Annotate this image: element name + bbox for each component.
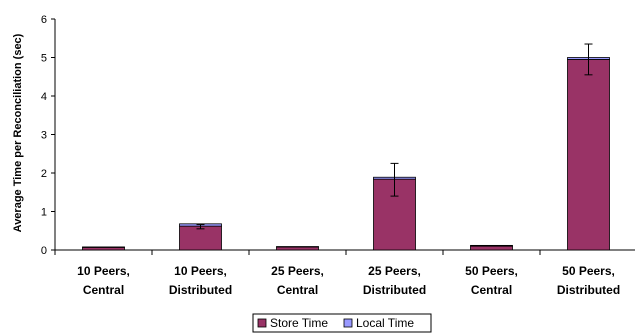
plot-area: 0 1 2 3 4 5 6 10 Peers, Central 10 Peers, Distribu… [41, 14, 635, 297]
x-category-label-line2: Distributed [363, 283, 426, 297]
x-category-label-line1: 25 Peers, [271, 264, 324, 278]
legend-label-local-time: Local Time [356, 316, 414, 330]
legend-swatch-local-time [343, 318, 353, 328]
x-category-label-line1: 25 Peers, [368, 264, 421, 278]
legend: Store Time Local Time [252, 313, 432, 333]
store-time-bar [470, 245, 513, 251]
legend-box [252, 313, 432, 333]
x-category-label-line1: 50 Peers, [562, 264, 615, 278]
x-category-label-line1: 10 Peers, [77, 264, 130, 278]
x-category-label-line2: Central [471, 283, 512, 297]
y-tick-label: 6 [41, 14, 47, 26]
x-category-label-line2: Central [277, 283, 318, 297]
local-time-bar [82, 246, 125, 248]
x-category-label-line2: Distributed [557, 283, 620, 297]
y-tick-label: 5 [41, 53, 47, 65]
legend-label-store-time: Store Time [270, 316, 328, 330]
y-axis-label: Average Time per Reconciliation (sec) [12, 33, 24, 232]
x-category-label-line2: Central [83, 283, 124, 297]
legend-swatch-store-time [257, 318, 267, 328]
y-tick-label: 0 [41, 245, 47, 257]
y-axis-title: Average Time per Reconciliation (sec) [12, 33, 24, 232]
store-time-bar [179, 225, 222, 251]
local-time-bar [276, 246, 319, 248]
y-tick-label: 2 [41, 168, 47, 180]
x-category-label-line1: 50 Peers, [465, 264, 518, 278]
y-tick-label: 1 [41, 207, 47, 219]
store-time-bar [567, 59, 610, 251]
x-category-label-line2: Distributed [169, 283, 232, 297]
y-tick-label: 4 [41, 91, 47, 103]
y-tick-label: 3 [41, 130, 47, 142]
local-time-bar [470, 244, 513, 247]
x-category-label-line1: 10 Peers, [174, 264, 227, 278]
